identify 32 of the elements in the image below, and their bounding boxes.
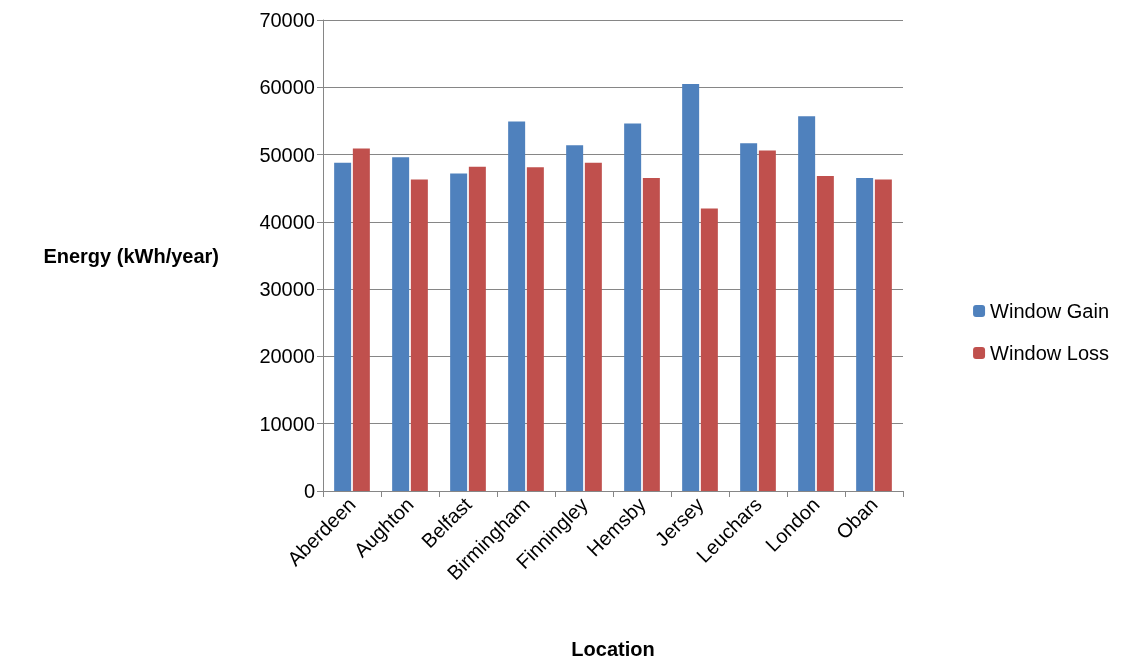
y-tick-label: 60000	[259, 76, 315, 99]
bar	[584, 162, 602, 491]
bar	[874, 179, 892, 491]
bar	[642, 178, 660, 491]
y-tick-label: 20000	[259, 345, 315, 368]
bar	[624, 123, 642, 491]
legend-label: Window Loss	[990, 342, 1109, 364]
bar	[758, 150, 776, 491]
bar	[508, 121, 526, 491]
bar	[566, 145, 584, 491]
bar	[740, 143, 758, 491]
x-axis-title: Location	[571, 638, 655, 660]
y-tick-label: 10000	[259, 412, 315, 435]
bar	[816, 176, 834, 491]
bar	[334, 162, 352, 491]
bar	[526, 167, 544, 491]
bar	[856, 178, 874, 491]
bar	[468, 166, 486, 491]
bar	[798, 116, 816, 491]
y-tick-label: 40000	[259, 210, 315, 233]
bar	[410, 179, 428, 491]
y-axis-title: Energy (kWh/year)	[43, 244, 219, 267]
bar	[682, 83, 700, 491]
bar	[392, 157, 410, 491]
bar	[352, 148, 370, 491]
bar	[700, 208, 718, 491]
y-tick-label: 30000	[259, 278, 315, 301]
legend-label: Window Gain	[990, 300, 1109, 322]
y-tick-label: 70000	[259, 9, 315, 31]
y-tick-label: 50000	[259, 143, 315, 166]
y-tick-label: 0	[303, 480, 315, 502]
bar	[450, 173, 468, 491]
